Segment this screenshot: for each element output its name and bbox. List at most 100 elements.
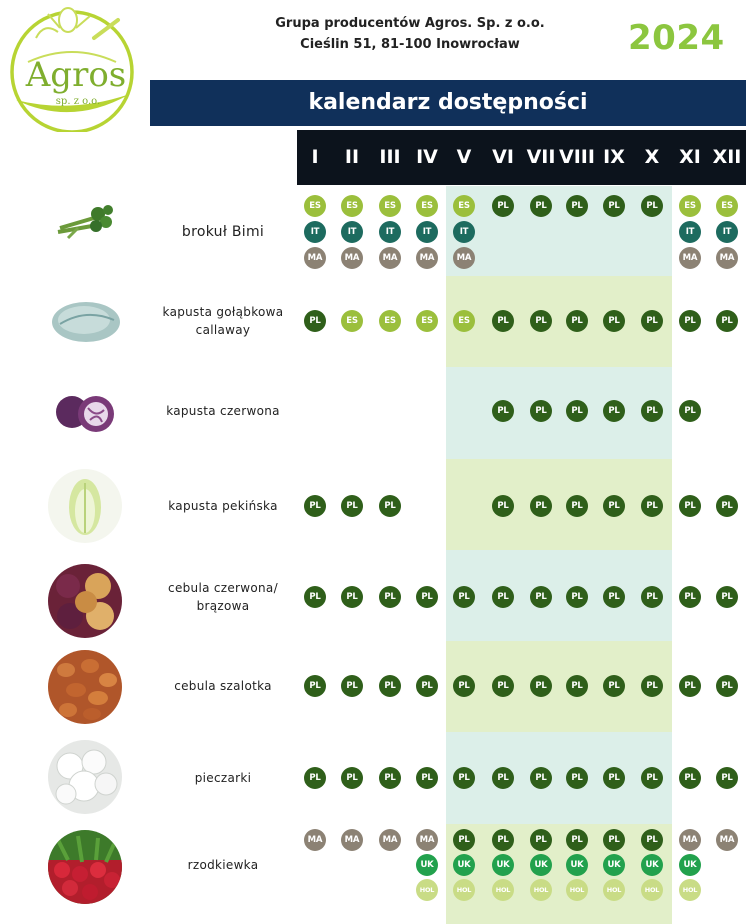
origin-badge-pl: PL: [379, 675, 401, 697]
origin-badge-es: ES: [341, 310, 363, 332]
origin-badge-it: IT: [379, 221, 401, 243]
origin-badge-pl: PL: [603, 767, 625, 789]
product-name-line: kapusta gołąbkowa: [162, 305, 284, 319]
origin-badge-pl: PL: [341, 767, 363, 789]
origin-badge-hol: HOL: [416, 879, 438, 901]
origin-badge-uk: UK: [603, 854, 625, 876]
onion-icon: [48, 564, 122, 638]
origin-badge-hol: HOL: [603, 879, 625, 901]
origin-badge-es: ES: [416, 195, 438, 217]
origin-badge-pl: PL: [566, 495, 588, 517]
product-name-line: kapusta czerwona: [166, 404, 280, 418]
month-header: VI: [492, 146, 514, 168]
origin-badge-pl: PL: [641, 586, 663, 608]
logo-subtitle: sp. z o.o.: [56, 96, 100, 107]
origin-badge-pl: PL: [716, 495, 738, 517]
product-name: cebula szalotka: [150, 677, 296, 695]
agros-logo: Agros sp. z o.o.: [8, 2, 140, 134]
band-segment: [446, 641, 672, 732]
product-name: kapusta pekińska: [150, 497, 296, 515]
band-segment: [446, 276, 672, 367]
origin-badge-pl: PL: [492, 195, 514, 217]
product-name-line: pieczarki: [194, 771, 252, 785]
origin-badge-hol: HOL: [566, 879, 588, 901]
product-name: brokuł Bimi: [150, 223, 296, 241]
origin-badge-pl: PL: [679, 675, 701, 697]
origin-badge-es: ES: [416, 310, 438, 332]
logo-name: Agros: [25, 55, 127, 95]
origin-badge-pl: PL: [416, 767, 438, 789]
origin-badge-ma: MA: [416, 247, 438, 269]
origin-badge-pl: PL: [641, 495, 663, 517]
origin-badge-ma: MA: [679, 829, 701, 851]
product-name: rzodkiewka: [150, 856, 296, 874]
red-cabbage-icon: [48, 374, 122, 448]
company-name: Grupa producentów Agros. Sp. z o.o.: [275, 16, 545, 31]
origin-badge-pl: PL: [379, 586, 401, 608]
origin-badge-pl: PL: [641, 400, 663, 422]
product-name-line: brokuł Bimi: [181, 224, 265, 240]
origin-badge-es: ES: [679, 195, 701, 217]
origin-badge-pl: PL: [716, 586, 738, 608]
month-header: V: [456, 146, 472, 168]
origin-badge-pl: PL: [416, 675, 438, 697]
origin-badge-pl: PL: [492, 767, 514, 789]
origin-badge-pl: PL: [530, 195, 552, 217]
origin-badge-pl: PL: [530, 495, 552, 517]
origin-badge-pl: PL: [566, 767, 588, 789]
origin-badge-pl: PL: [492, 675, 514, 697]
origin-badge-it: IT: [304, 221, 326, 243]
product-name-line: cebula czerwona/: [168, 581, 278, 595]
month-header: I: [311, 146, 319, 168]
origin-badge-uk: UK: [530, 854, 552, 876]
month-header: IX: [603, 146, 625, 168]
origin-badge-hol: HOL: [679, 879, 701, 901]
band-segment: [446, 824, 672, 924]
origin-badge-pl: PL: [641, 195, 663, 217]
band-segment: [446, 550, 672, 641]
origin-badge-es: ES: [716, 195, 738, 217]
origin-badge-uk: UK: [453, 854, 475, 876]
origin-badge-it: IT: [453, 221, 475, 243]
origin-badge-it: IT: [716, 221, 738, 243]
origin-badge-pl: PL: [566, 195, 588, 217]
origin-badge-pl: PL: [304, 310, 326, 332]
band-segment: [446, 367, 672, 459]
origin-badge-ma: MA: [304, 247, 326, 269]
origin-badge-ma: MA: [716, 247, 738, 269]
origin-badge-pl: PL: [566, 675, 588, 697]
origin-badge-pl: PL: [716, 675, 738, 697]
product-name: cebula czerwona/brązowa: [150, 579, 296, 615]
broccoli-icon: [48, 188, 122, 262]
origin-badge-pl: PL: [716, 310, 738, 332]
month-header: II: [344, 146, 360, 168]
product-name-line: rzodkiewka: [187, 858, 259, 872]
origin-badge-pl: PL: [530, 767, 552, 789]
origin-badge-pl: PL: [603, 310, 625, 332]
origin-badge-es: ES: [379, 310, 401, 332]
origin-badge-hol: HOL: [453, 879, 475, 901]
origin-badge-pl: PL: [603, 400, 625, 422]
origin-badge-es: ES: [453, 310, 475, 332]
origin-badge-pl: PL: [679, 310, 701, 332]
origin-badge-pl: PL: [492, 495, 514, 517]
month-header: III: [379, 146, 401, 168]
origin-badge-pl: PL: [453, 586, 475, 608]
month-header: XI: [679, 146, 701, 168]
origin-badge-es: ES: [453, 195, 475, 217]
origin-badge-pl: PL: [530, 586, 552, 608]
month-header-bar: [297, 130, 746, 185]
product-name-line: callaway: [195, 323, 251, 337]
origin-badge-ma: MA: [379, 247, 401, 269]
origin-badge-pl: PL: [492, 829, 514, 851]
origin-badge-pl: PL: [492, 310, 514, 332]
band-segment: [446, 186, 672, 276]
title-bar: kalendarz dostępności: [150, 80, 746, 126]
origin-badge-pl: PL: [716, 767, 738, 789]
mushroom-icon: [48, 740, 122, 814]
chinese-cabbage-icon: [48, 469, 122, 543]
origin-badge-pl: PL: [341, 586, 363, 608]
origin-badge-pl: PL: [492, 400, 514, 422]
product-name-line: cebula szalotka: [174, 679, 272, 693]
origin-badge-es: ES: [379, 195, 401, 217]
